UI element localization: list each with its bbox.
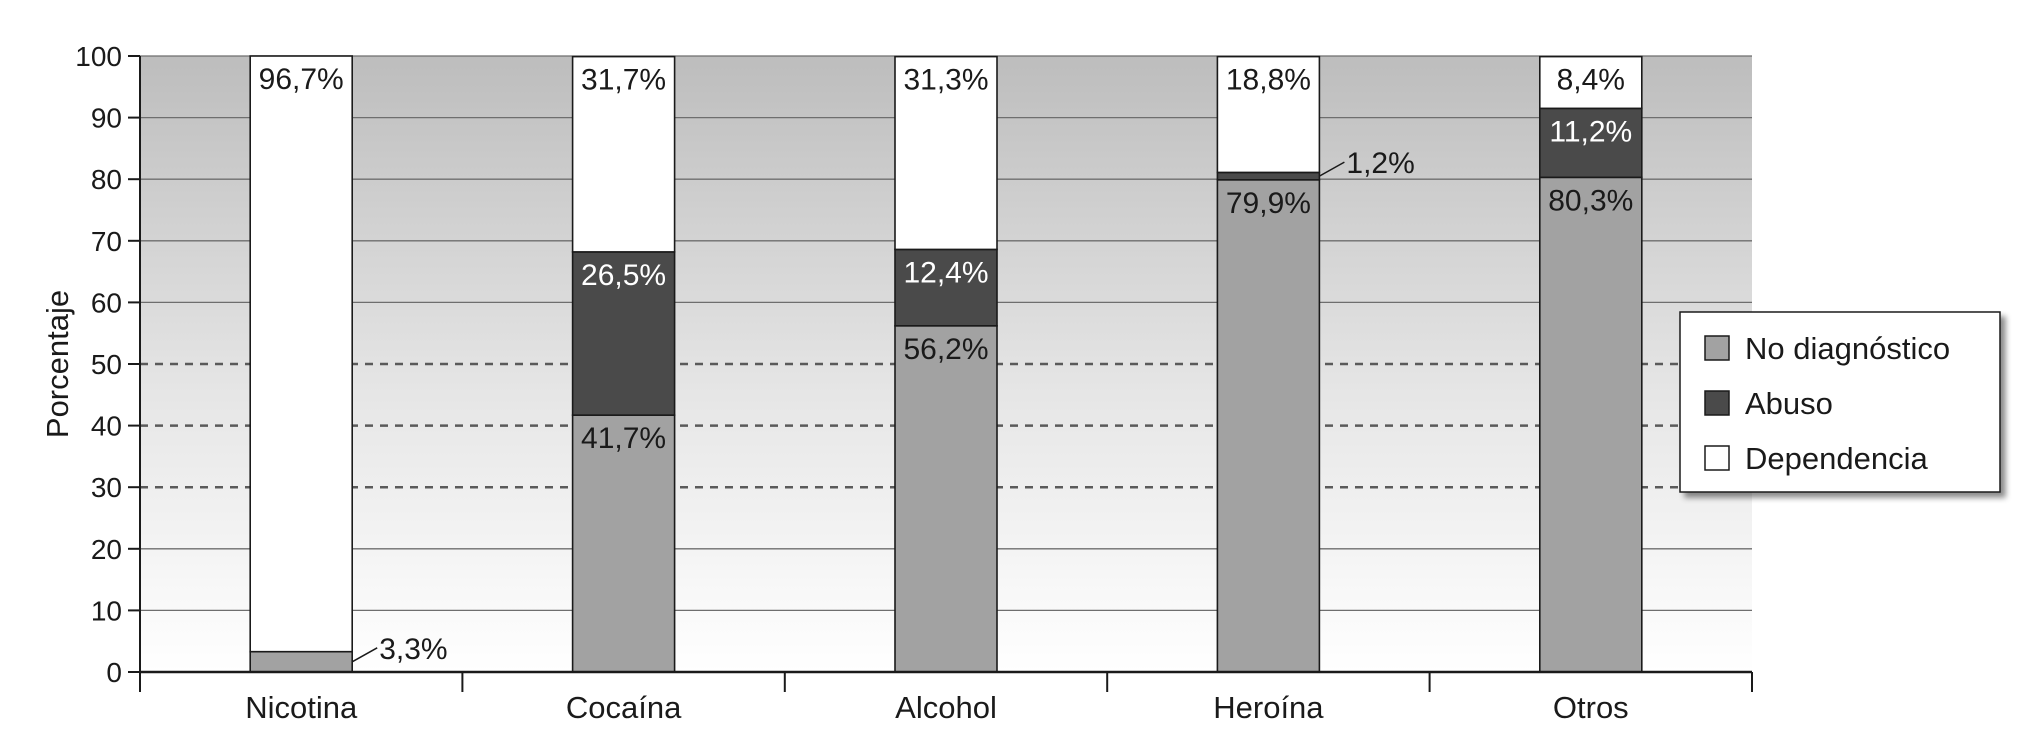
legend-label-abuso: Abuso <box>1745 386 1833 421</box>
bar-segment-abuso-alcohol <box>894 248 998 327</box>
data-label-no-diagnóstico-nicotina: 3,3% <box>379 633 447 666</box>
data-label-abuso-heroína: 1,2% <box>1346 147 1414 180</box>
bar-segment-no-diagnóstico-alcohol <box>894 325 998 673</box>
bar-segment-no-diagnóstico-otros <box>1539 176 1643 673</box>
data-label-no-diagnóstico-alcohol: 56,2% <box>903 333 988 366</box>
data-label-dependencia-otros: 8,4% <box>1557 64 1625 97</box>
y-tick-label-20: 20 <box>91 534 122 565</box>
x-category-label-nicotina: Nicotina <box>245 690 358 725</box>
data-label-dependencia-cocaína: 31,7% <box>581 64 666 97</box>
legend-label-dependencia: Dependencia <box>1745 441 1928 476</box>
y-axis-title: Porcentaje <box>40 290 75 438</box>
data-label-abuso-otros: 11,2% <box>1549 115 1632 148</box>
y-tick-label-90: 90 <box>91 103 122 134</box>
x-category-label-heroína: Heroína <box>1213 690 1324 725</box>
bar-segment-no-diagnóstico-heroína <box>1216 179 1321 673</box>
bars <box>249 55 1643 673</box>
data-labels: 3,3% 96,7% 41,7% 26,5% 31,7% 56,2% 12,4% 31,3% 7… <box>259 63 1634 666</box>
y-tick-label-80: 80 <box>91 164 122 195</box>
bar-segment-dependencia-nicotina <box>249 55 353 653</box>
data-label-no-diagnóstico-otros: 80,3% <box>1548 184 1633 217</box>
data-label-abuso-cocaína: 26,5% <box>581 259 666 292</box>
data-label-dependencia-heroína: 18,8% <box>1226 64 1311 97</box>
x-category-label-otros: Otros <box>1553 690 1629 725</box>
bar-segment-abuso-cocaína <box>571 251 676 416</box>
legend: No diagnóstico Abuso Dependencia <box>1679 311 2001 493</box>
bar-segment-no-diagnóstico-cocaína <box>571 414 676 673</box>
y-tick-label-10: 10 <box>91 595 122 626</box>
y-tick-label-40: 40 <box>91 411 122 442</box>
data-label-no-diagnóstico-heroína: 79,9% <box>1226 187 1311 220</box>
bar-segment-dependencia-heroína <box>1216 55 1321 174</box>
legend-swatch-no-diagnóstico <box>1704 335 1730 361</box>
data-label-no-diagnóstico-nicotina-leader <box>351 647 378 663</box>
y-tick-label-0: 0 <box>106 657 122 688</box>
bar-segment-abuso-otros <box>1539 107 1643 179</box>
bar-segment-dependencia-alcohol <box>894 55 998 251</box>
data-label-no-diagnóstico-cocaína: 41,7% <box>581 422 666 455</box>
x-category-label-cocaína: Cocaína <box>566 690 682 725</box>
bar-segment-dependencia-cocaína <box>571 55 676 253</box>
y-tick-label-50: 50 <box>91 349 122 380</box>
data-label-dependencia-alcohol: 31,3% <box>903 64 988 97</box>
bar-segment-no-diagnóstico-nicotina <box>249 650 353 673</box>
legend-box <box>1679 311 2001 493</box>
legend-swatch-dependencia <box>1704 445 1730 471</box>
bar-segment-dependencia-otros <box>1539 55 1643 110</box>
y-tick-label-60: 60 <box>91 287 122 318</box>
data-label-abuso-alcohol: 12,4% <box>903 256 988 289</box>
data-label-dependencia-nicotina: 96,7% <box>259 63 344 96</box>
data-label-abuso-heroína-leader <box>1319 161 1345 177</box>
bar-segment-abuso-heroína <box>1216 171 1321 181</box>
legend-label-no-diagnóstico: No diagnóstico <box>1745 331 1950 366</box>
y-tick-label-70: 70 <box>91 226 122 257</box>
y-tick-label-100: 100 <box>75 41 122 72</box>
x-category-label-alcohol: Alcohol <box>895 690 997 725</box>
axes: 0 10 20 30 40 50 60 70 80 90 100 Nicotina Cocaína Alc… <box>75 41 1753 725</box>
y-tick-label-30: 30 <box>91 472 122 503</box>
legend-swatch-abuso <box>1704 390 1730 416</box>
